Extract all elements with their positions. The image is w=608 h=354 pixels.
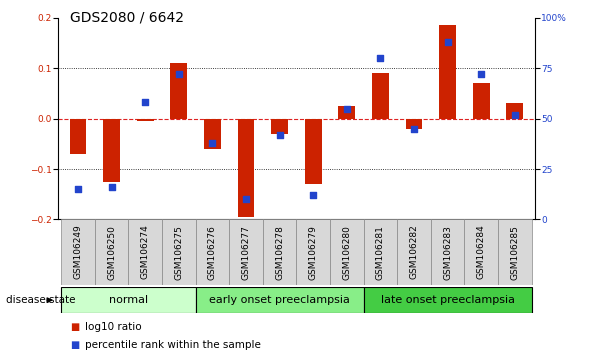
Text: normal: normal bbox=[109, 295, 148, 305]
Bar bbox=[170, 63, 187, 119]
Text: GSM106283: GSM106283 bbox=[443, 225, 452, 280]
Point bbox=[510, 112, 520, 118]
Text: GSM106276: GSM106276 bbox=[208, 225, 217, 280]
FancyBboxPatch shape bbox=[498, 219, 531, 285]
Text: GSM106249: GSM106249 bbox=[74, 225, 83, 279]
Text: GSM106280: GSM106280 bbox=[342, 225, 351, 280]
Text: GSM106282: GSM106282 bbox=[410, 225, 418, 279]
Bar bbox=[103, 119, 120, 182]
Bar bbox=[69, 119, 86, 154]
Text: GSM106281: GSM106281 bbox=[376, 225, 385, 280]
Point bbox=[342, 105, 351, 111]
FancyBboxPatch shape bbox=[196, 219, 229, 285]
Text: GSM106279: GSM106279 bbox=[309, 225, 318, 280]
Bar bbox=[137, 119, 154, 121]
Bar bbox=[406, 119, 423, 129]
Text: late onset preeclampsia: late onset preeclampsia bbox=[381, 295, 514, 305]
Text: GSM106277: GSM106277 bbox=[241, 225, 250, 280]
Text: GSM106285: GSM106285 bbox=[510, 225, 519, 280]
Text: GSM106284: GSM106284 bbox=[477, 225, 486, 279]
Point bbox=[106, 184, 116, 190]
Point bbox=[140, 99, 150, 105]
FancyBboxPatch shape bbox=[263, 219, 296, 285]
FancyBboxPatch shape bbox=[397, 219, 431, 285]
Bar bbox=[271, 119, 288, 134]
Point bbox=[308, 193, 318, 198]
FancyBboxPatch shape bbox=[465, 219, 498, 285]
Text: ■: ■ bbox=[70, 322, 79, 332]
Text: GSM106250: GSM106250 bbox=[107, 225, 116, 280]
FancyBboxPatch shape bbox=[296, 219, 330, 285]
Point bbox=[477, 72, 486, 77]
Point bbox=[409, 126, 419, 131]
Bar bbox=[339, 106, 355, 119]
Bar bbox=[506, 103, 523, 119]
Point bbox=[174, 72, 184, 77]
Point bbox=[73, 186, 83, 192]
Text: GSM106278: GSM106278 bbox=[275, 225, 284, 280]
FancyBboxPatch shape bbox=[95, 219, 128, 285]
Text: GSM106274: GSM106274 bbox=[140, 225, 150, 279]
FancyBboxPatch shape bbox=[162, 219, 196, 285]
Text: log10 ratio: log10 ratio bbox=[85, 322, 142, 332]
Bar bbox=[372, 73, 389, 119]
Text: disease state: disease state bbox=[6, 295, 75, 305]
Bar bbox=[439, 25, 456, 119]
FancyBboxPatch shape bbox=[364, 287, 531, 313]
FancyBboxPatch shape bbox=[330, 219, 364, 285]
Bar bbox=[473, 83, 489, 119]
Bar bbox=[204, 119, 221, 149]
FancyBboxPatch shape bbox=[61, 219, 95, 285]
Bar bbox=[238, 119, 254, 217]
Point bbox=[376, 55, 385, 61]
FancyBboxPatch shape bbox=[431, 219, 465, 285]
FancyBboxPatch shape bbox=[364, 219, 397, 285]
Text: early onset preeclampsia: early onset preeclampsia bbox=[209, 295, 350, 305]
Point bbox=[207, 140, 217, 145]
Point bbox=[275, 132, 285, 138]
Bar bbox=[305, 119, 322, 184]
Point bbox=[241, 196, 251, 202]
Text: ■: ■ bbox=[70, 340, 79, 350]
FancyBboxPatch shape bbox=[229, 219, 263, 285]
FancyBboxPatch shape bbox=[61, 287, 196, 313]
FancyBboxPatch shape bbox=[196, 287, 364, 313]
Point bbox=[443, 39, 452, 45]
Text: percentile rank within the sample: percentile rank within the sample bbox=[85, 340, 261, 350]
Text: GDS2080 / 6642: GDS2080 / 6642 bbox=[70, 11, 184, 25]
FancyBboxPatch shape bbox=[128, 219, 162, 285]
Text: GSM106275: GSM106275 bbox=[174, 225, 183, 280]
